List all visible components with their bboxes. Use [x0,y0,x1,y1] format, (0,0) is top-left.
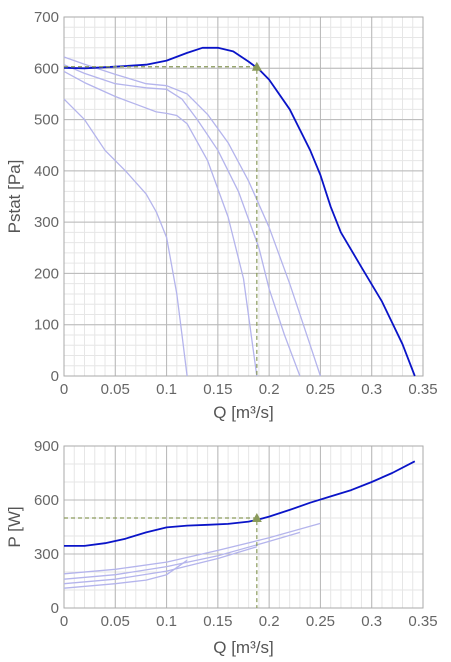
reference-curve-line [63,559,188,589]
operating-point-marker[interactable] [251,61,262,71]
reference-curve-line [63,64,301,377]
x-tick-label: 0.35 [408,613,437,630]
x-tick-label: 0.15 [203,381,232,398]
y-tick-label: 900 [34,438,59,455]
x-axis-label: Q [m³/s] [213,638,273,657]
reference-curve-line [63,546,257,585]
power-chart: 0 0.05 0.1 0.15 0.2 0.25 0.3 0.35 0 300 600 900 Q [m… [5,438,438,657]
x-tick-label: 0.25 [306,381,335,398]
reference-curve-line [63,98,188,377]
x-tick-label: 0.05 [101,613,130,630]
x-tick-label: 0.05 [101,381,130,398]
y-tick-label: 300 [34,546,59,563]
plot-frame [63,16,424,377]
y-tick-label: 100 [34,317,59,334]
x-tick-label: 0.3 [361,613,382,630]
x-tick-label: 0.2 [259,381,280,398]
y-tick-label: 500 [34,112,59,129]
x-tick-label: 0.1 [156,381,177,398]
y-tick-label: 200 [34,265,59,282]
reference-curve-line [63,531,301,580]
reference-curve-line [63,522,321,575]
reference-curve-line [63,56,322,377]
y-tick-label: 600 [34,492,59,509]
y-tick-label: 300 [34,214,59,231]
x-tick-label: 0.2 [259,613,280,630]
y-tick-label: 0 [51,368,59,385]
plot-frame [63,445,424,609]
y-axis-label: P [W] [5,506,24,547]
y-tick-label: 0 [51,600,59,617]
main-curve-line [64,460,416,547]
x-tick-label: 0.25 [306,613,335,630]
x-tick-label: 0.15 [203,613,232,630]
operating-point-marker[interactable] [251,513,262,522]
x-axis-label: Q [m³/s] [213,403,273,422]
x-tick-label: 0 [60,381,68,398]
reference-curve-line [63,70,258,377]
x-tick-label: 0.3 [361,381,382,398]
y-axis-label: Pstat [Pa] [5,160,24,234]
x-tick-label: 0.35 [408,381,437,398]
y-tick-label: 400 [34,163,59,180]
y-tick-label: 600 [34,60,59,77]
static-pressure-chart: 0 0.05 0.1 0.15 0.2 0.25 0.3 0.35 0 100 200 300 400 5… [5,9,438,422]
y-tick-label: 700 [34,9,59,26]
x-tick-label: 0.1 [156,613,177,630]
x-tick-label: 0 [60,613,68,630]
